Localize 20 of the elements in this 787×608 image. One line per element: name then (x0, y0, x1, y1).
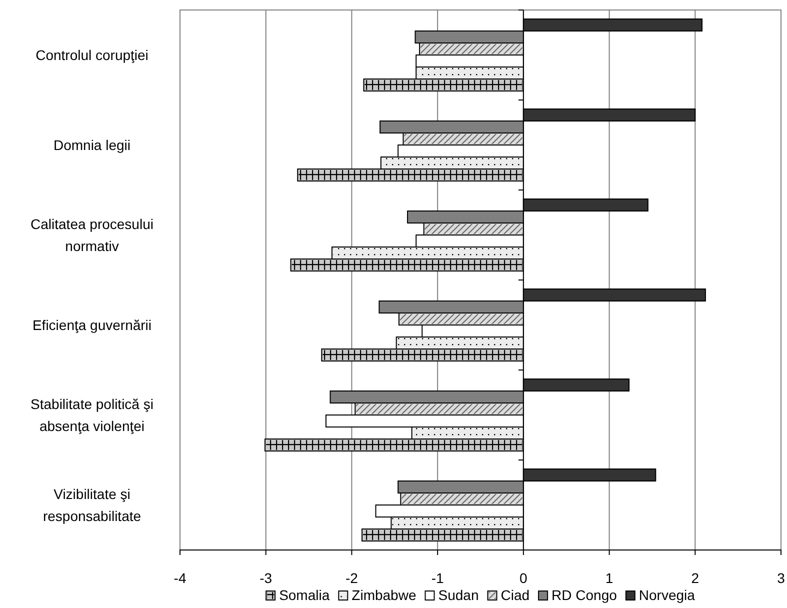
x-tick-label: 0 (520, 570, 528, 586)
y-tick-label: Domnia legii (53, 137, 131, 153)
y-tick-label: Stabilitate politică şi absenţa violenţei (30, 396, 154, 434)
x-tick-label: 3 (777, 570, 786, 586)
y-tick-label: Vizibilitate şi responsabilitate (42, 486, 142, 524)
x-tick-label: -3 (260, 570, 272, 586)
x-tick-label: 1 (605, 570, 614, 586)
x-tick-label: 2 (691, 570, 700, 586)
legend-label: Somalia (279, 587, 330, 603)
legend-label: Ciad (500, 587, 530, 603)
legend-label: Zimbabwe (352, 587, 416, 603)
y-tick-label: Eficienţa guvernării (32, 317, 152, 333)
y-tick-label: Calitatea procesului normativ (30, 216, 154, 254)
x-tick-label: -2 (345, 570, 358, 586)
legend-label: RD Congo (552, 587, 618, 603)
x-tick-label: -1 (431, 570, 444, 586)
legend-label: Sudan (438, 587, 479, 603)
y-tick-label: Controlul corupţiei (36, 47, 148, 63)
x-tick-label: -4 (174, 570, 186, 586)
legend-label: Norvegia (638, 587, 696, 603)
